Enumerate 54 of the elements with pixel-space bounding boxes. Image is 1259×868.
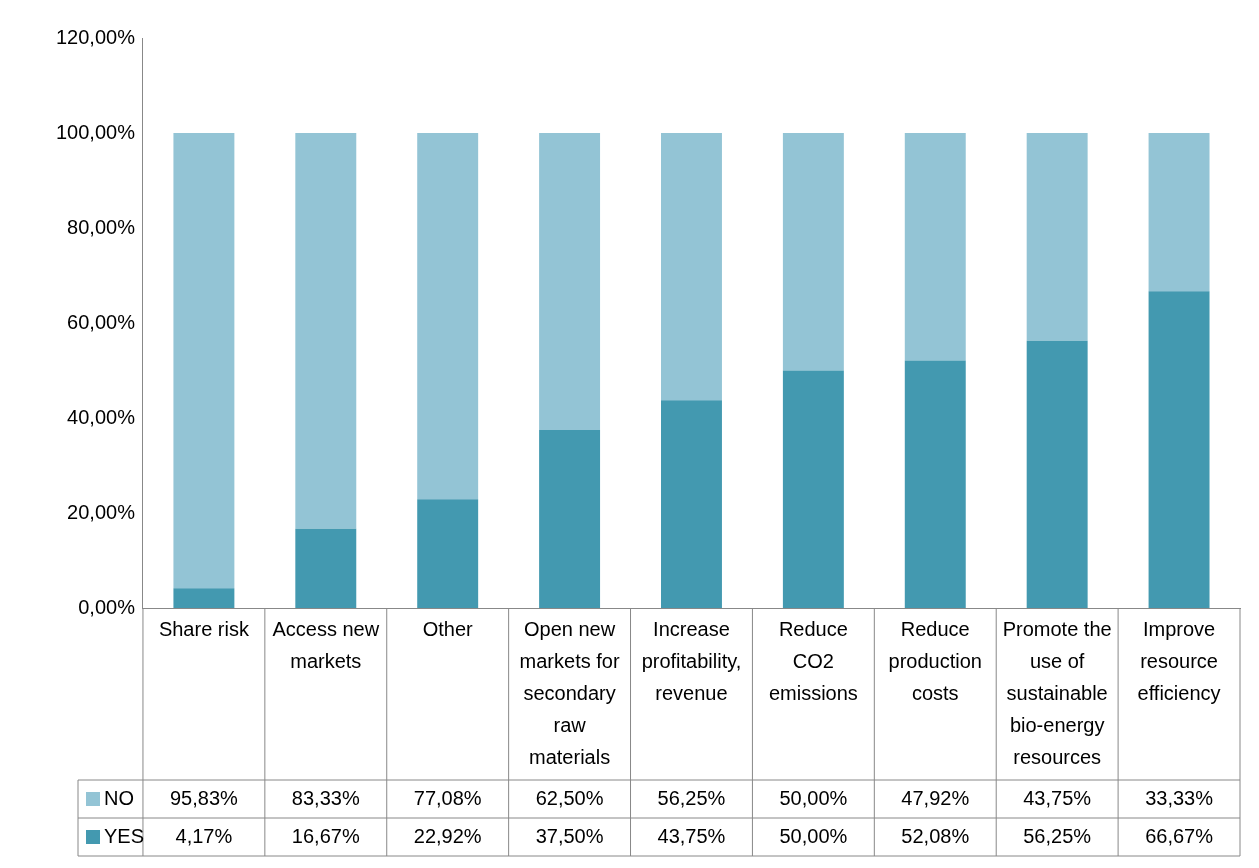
data-label: 43,75% [657,824,726,847]
bar [782,370,844,608]
x-tick-label: Open new markets for secondary raw materials [519,617,620,768]
bar [173,133,235,589]
bar [782,133,844,371]
data-label: 62,50% [535,786,604,809]
x-tick-label: Share risk [158,617,250,640]
bar [539,429,601,608]
data-label: 95,83% [169,786,239,809]
data-label: 83,33% [291,786,360,809]
bar [417,133,479,500]
data-label: 50,00% [779,824,848,847]
x-tick-label: Reduce CO2 emissions [768,617,858,704]
bar [173,588,235,608]
bar [417,499,479,608]
bar [1148,291,1210,608]
bar [904,133,966,361]
bar [661,133,722,401]
bar [1026,340,1088,608]
data-label: 37,50% [535,824,604,847]
data-label: 16,67% [291,824,360,847]
data-label: 43,75% [1023,786,1092,809]
bar [1026,133,1088,341]
y-tick-label: 40,00% [67,405,136,428]
data-label: 33,33% [1145,786,1214,809]
x-tick-label: Reduce production costs [888,617,982,704]
data-label: 77,08% [413,786,482,809]
x-tick-label: Promote the use of sustainable bio-energy resources [1002,617,1112,768]
x-tick-label: Other [422,617,474,640]
x-tick-label: Access new markets [272,617,380,672]
legend-label: NO [104,786,134,809]
y-tick-label: 0,00% [78,595,136,618]
data-label: 50,00% [779,786,848,809]
legend-label: YES [104,824,145,847]
data-label: 56,25% [1023,824,1092,847]
bar [661,400,722,608]
y-tick-label: 100,00% [55,120,136,143]
bar [295,133,357,529]
bar [539,133,601,430]
y-tick-label: 60,00% [67,310,136,333]
bar [904,360,966,608]
y-tick-label: 20,00% [67,500,136,523]
y-tick-label: 80,00% [67,215,136,238]
data-label: 66,67% [1145,824,1214,847]
y-tick-label: 120,00% [55,25,136,48]
x-tick-label: Increase profitability, revenue [641,617,742,704]
bar [295,528,357,608]
data-label: 52,08% [901,824,970,847]
data-label: 56,25% [657,786,726,809]
x-tick-label: Improve resource efficiency [1137,617,1221,704]
bar [1148,133,1210,292]
data-label: 47,92% [901,786,970,809]
data-label: 4,17% [175,824,233,847]
data-label: 22,92% [413,824,482,847]
